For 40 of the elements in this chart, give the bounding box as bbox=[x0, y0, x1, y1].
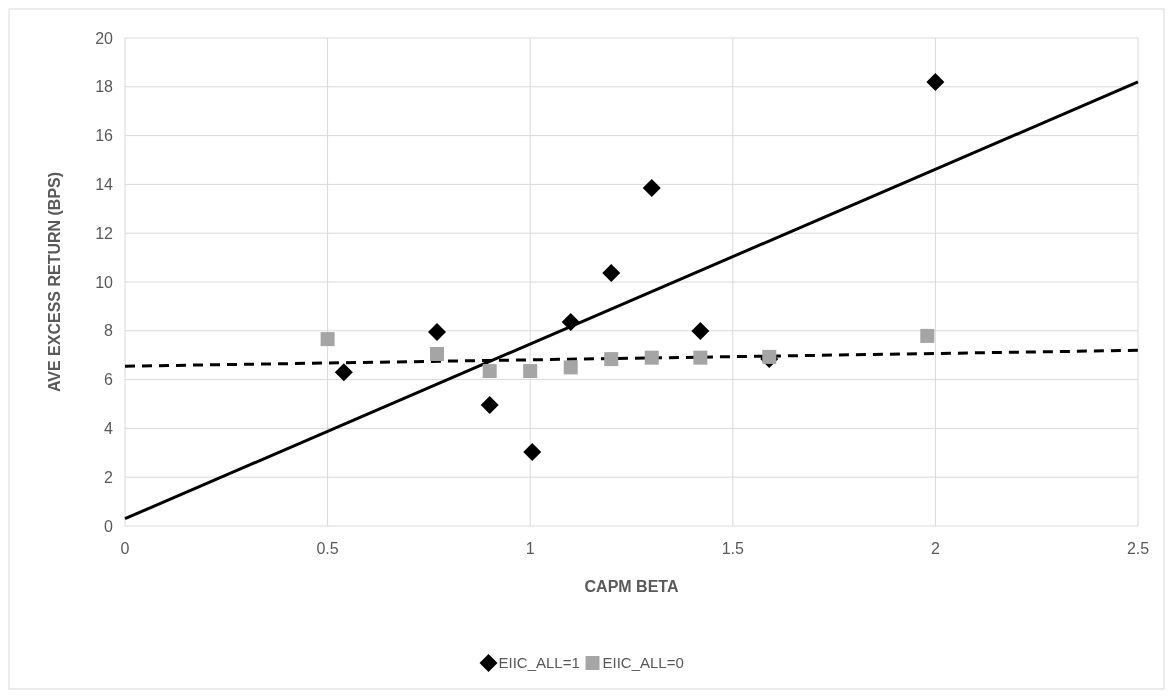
point bbox=[334, 363, 353, 382]
point bbox=[602, 263, 621, 282]
x-tick-label: 1.5 bbox=[721, 540, 745, 557]
point bbox=[762, 349, 777, 364]
x-tick-label: 0.5 bbox=[316, 540, 339, 557]
y-tick-label: 18 bbox=[95, 78, 114, 96]
y-tick-label: 12 bbox=[95, 224, 114, 242]
point bbox=[480, 395, 499, 414]
y-tick-label: 2 bbox=[104, 468, 114, 486]
point bbox=[428, 323, 446, 342]
y-tick-label: 16 bbox=[95, 127, 114, 145]
point bbox=[920, 328, 935, 343]
x-tick-label: 0 bbox=[120, 540, 130, 557]
point bbox=[642, 179, 661, 198]
point bbox=[320, 332, 335, 347]
legend-label: EIIC_ALL=0 bbox=[602, 654, 684, 672]
point bbox=[604, 352, 619, 367]
point bbox=[644, 350, 659, 365]
legend-label: EIIC_ALL=1 bbox=[498, 654, 580, 672]
point bbox=[523, 364, 538, 379]
point bbox=[523, 443, 542, 462]
y-tick-label: 0 bbox=[104, 517, 114, 535]
point bbox=[563, 360, 578, 375]
point bbox=[926, 72, 945, 91]
point bbox=[561, 313, 580, 332]
point bbox=[693, 350, 708, 365]
y-axis-title: AVE EXCESS RETURN (BPS) bbox=[46, 171, 63, 393]
x-tick-label: 1 bbox=[525, 540, 535, 557]
x-tick-label: 2.5 bbox=[1126, 540, 1150, 557]
point bbox=[691, 322, 710, 341]
y-tick-label: 14 bbox=[95, 176, 114, 193]
y-tick-label: 4 bbox=[104, 420, 114, 437]
point bbox=[430, 346, 444, 361]
y-tick-label: 20 bbox=[95, 29, 114, 47]
y-tick-label: 10 bbox=[95, 273, 114, 291]
x-tick-label: 2 bbox=[930, 540, 940, 557]
y-tick-label: 6 bbox=[104, 371, 114, 389]
point bbox=[482, 364, 497, 379]
y-tick-label: 8 bbox=[104, 322, 114, 340]
x-axis-title: CAPM BETA bbox=[584, 578, 679, 595]
